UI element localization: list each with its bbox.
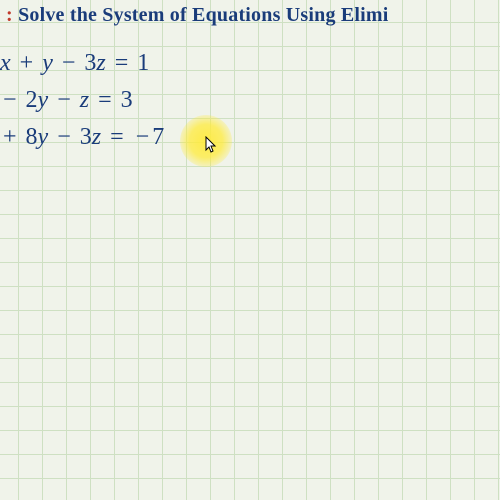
eq3-rhs-prefix: − <box>136 124 150 150</box>
eq2-op2: − <box>57 87 71 113</box>
eq3-op2: − <box>57 124 71 150</box>
eq2-yprefix: − <box>3 87 17 113</box>
title-text: Solve the System of Equations Using Elim… <box>13 4 389 26</box>
eq3-y-coef: 8 <box>26 124 38 150</box>
eq3-z: z <box>92 124 101 150</box>
equation-3: + 8y − 3z = −7 <box>0 119 500 156</box>
equation-1: x + y − 3z = 1 <box>0 45 500 82</box>
eq1-z-coef: 3 <box>84 50 96 76</box>
content-area: : Solve the System of Equations Using El… <box>0 0 500 157</box>
eq1-x: x <box>0 50 11 76</box>
eq2-eq: = <box>98 87 112 113</box>
eq1-eq: = <box>115 50 129 76</box>
eq3-eq: = <box>110 124 124 150</box>
eq3-y: y <box>38 124 49 150</box>
eq3-yprefix: + <box>3 124 17 150</box>
eq3-rhs: 7 <box>152 124 164 150</box>
page-title: : Solve the System of Equations Using El… <box>0 4 500 27</box>
eq2-y-coef: 2 <box>26 87 38 113</box>
eq1-y: y <box>42 50 53 76</box>
eq1-rhs: 1 <box>137 50 149 76</box>
title-prefix: : <box>6 4 13 26</box>
equation-system: x + y − 3z = 1 − 2y − z = 3 + 8y − 3z = … <box>0 45 500 157</box>
eq1-op1: + <box>20 50 34 76</box>
mouse-cursor-icon <box>205 136 219 159</box>
eq1-z: z <box>96 50 105 76</box>
equation-2: − 2y − z = 3 <box>0 82 500 119</box>
eq2-z: z <box>80 87 89 113</box>
eq3-z-coef: 3 <box>80 124 92 150</box>
eq1-op2: − <box>62 50 76 76</box>
eq2-rhs: 3 <box>121 87 133 113</box>
eq2-y: y <box>38 87 49 113</box>
